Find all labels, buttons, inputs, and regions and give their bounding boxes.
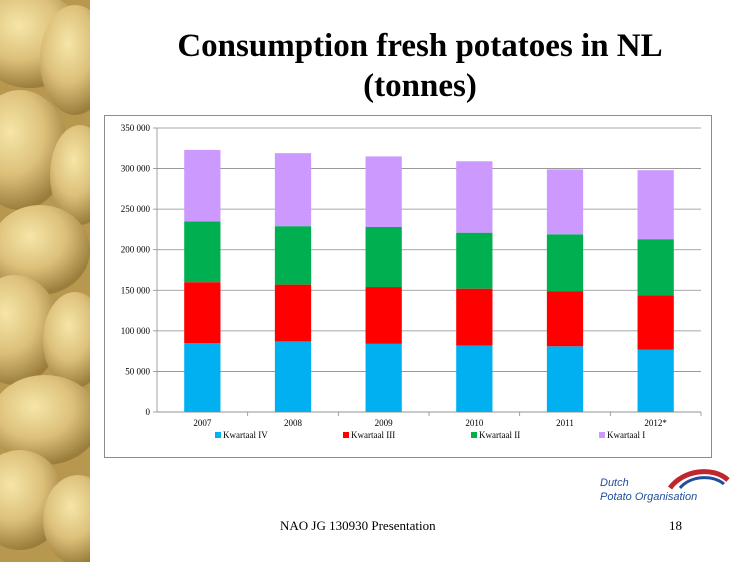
bar-segment bbox=[546, 169, 584, 235]
bar-segment bbox=[456, 345, 493, 412]
bar-segment bbox=[184, 221, 221, 283]
legend-label: Kwartaal II bbox=[479, 430, 520, 440]
legend-label: Kwartaal IV bbox=[223, 430, 268, 440]
y-tick-label: 150 000 bbox=[121, 285, 151, 295]
y-tick-label: 350 000 bbox=[121, 123, 151, 133]
bar-segment bbox=[456, 288, 493, 346]
bar-segment bbox=[546, 291, 584, 347]
bar-segment bbox=[184, 149, 221, 222]
bar-segment bbox=[456, 161, 493, 233]
footer-text: NAO JG 130930 Presentation bbox=[280, 518, 436, 533]
stacked-bar-chart: 0 50 000 100 000 150 000 200 000 250 000 300 0… bbox=[121, 123, 702, 440]
legend-swatch bbox=[215, 432, 221, 438]
bar-segment bbox=[365, 156, 402, 227]
bar-segment bbox=[274, 341, 312, 412]
bar-segment bbox=[546, 346, 584, 412]
logo-line2: Potato Organisation bbox=[600, 491, 697, 503]
legend-label: Kwartaal I bbox=[607, 430, 645, 440]
y-tick-label: 200 000 bbox=[121, 245, 151, 255]
legend-label: Kwartaal III bbox=[351, 430, 395, 440]
legend-swatch bbox=[471, 432, 477, 438]
bar-segment bbox=[365, 226, 402, 288]
page-number: 18 bbox=[669, 518, 682, 533]
potato-illustration bbox=[0, 0, 90, 562]
bar-segment bbox=[184, 343, 221, 412]
logo-arc-icon: Dutch Potato Organisation bbox=[600, 469, 730, 503]
x-tick-label: 2008 bbox=[284, 418, 303, 428]
slide-title-line2: (tonnes) bbox=[363, 68, 477, 104]
bar-segment bbox=[637, 239, 674, 296]
bar-segment bbox=[274, 226, 312, 285]
x-tick-label: 2012* bbox=[644, 418, 667, 428]
y-tick-label: 100 000 bbox=[121, 326, 151, 336]
legend-swatch bbox=[343, 432, 349, 438]
y-tick-label: 0 bbox=[146, 407, 151, 417]
slide-title-line1: Consumption fresh potatoes in NL bbox=[177, 28, 663, 64]
bar-segment bbox=[637, 170, 674, 240]
bar-segment bbox=[365, 287, 402, 344]
logo-line1: Dutch bbox=[600, 477, 629, 489]
x-tick-label: 2010 bbox=[465, 418, 484, 428]
bar-segment bbox=[637, 295, 674, 350]
legend-swatch bbox=[599, 432, 605, 438]
bar-segment bbox=[274, 153, 312, 227]
x-tick-label: 2009 bbox=[375, 418, 394, 428]
y-tick-label: 300 000 bbox=[121, 164, 151, 174]
bar-segment bbox=[365, 343, 402, 412]
bar-segment bbox=[274, 284, 312, 342]
bar-segment bbox=[184, 282, 221, 344]
chart-container: 0 50 000 100 000 150 000 200 000 250 000 300 0… bbox=[104, 115, 712, 458]
bar-segment bbox=[637, 349, 674, 412]
y-tick-label: 250 000 bbox=[121, 204, 151, 214]
bar-segment bbox=[456, 232, 493, 289]
slide-title: Consumption fresh potatoes in NL (tonnes… bbox=[110, 26, 730, 106]
x-tick-label: 2011 bbox=[556, 418, 574, 428]
bar-segment bbox=[546, 234, 584, 292]
dutch-potato-organisation-logo: Dutch Potato Organisation bbox=[598, 466, 730, 506]
x-tick-label: 2007 bbox=[193, 418, 212, 428]
potato-background-image bbox=[0, 0, 90, 562]
y-tick-label: 50 000 bbox=[125, 366, 150, 376]
